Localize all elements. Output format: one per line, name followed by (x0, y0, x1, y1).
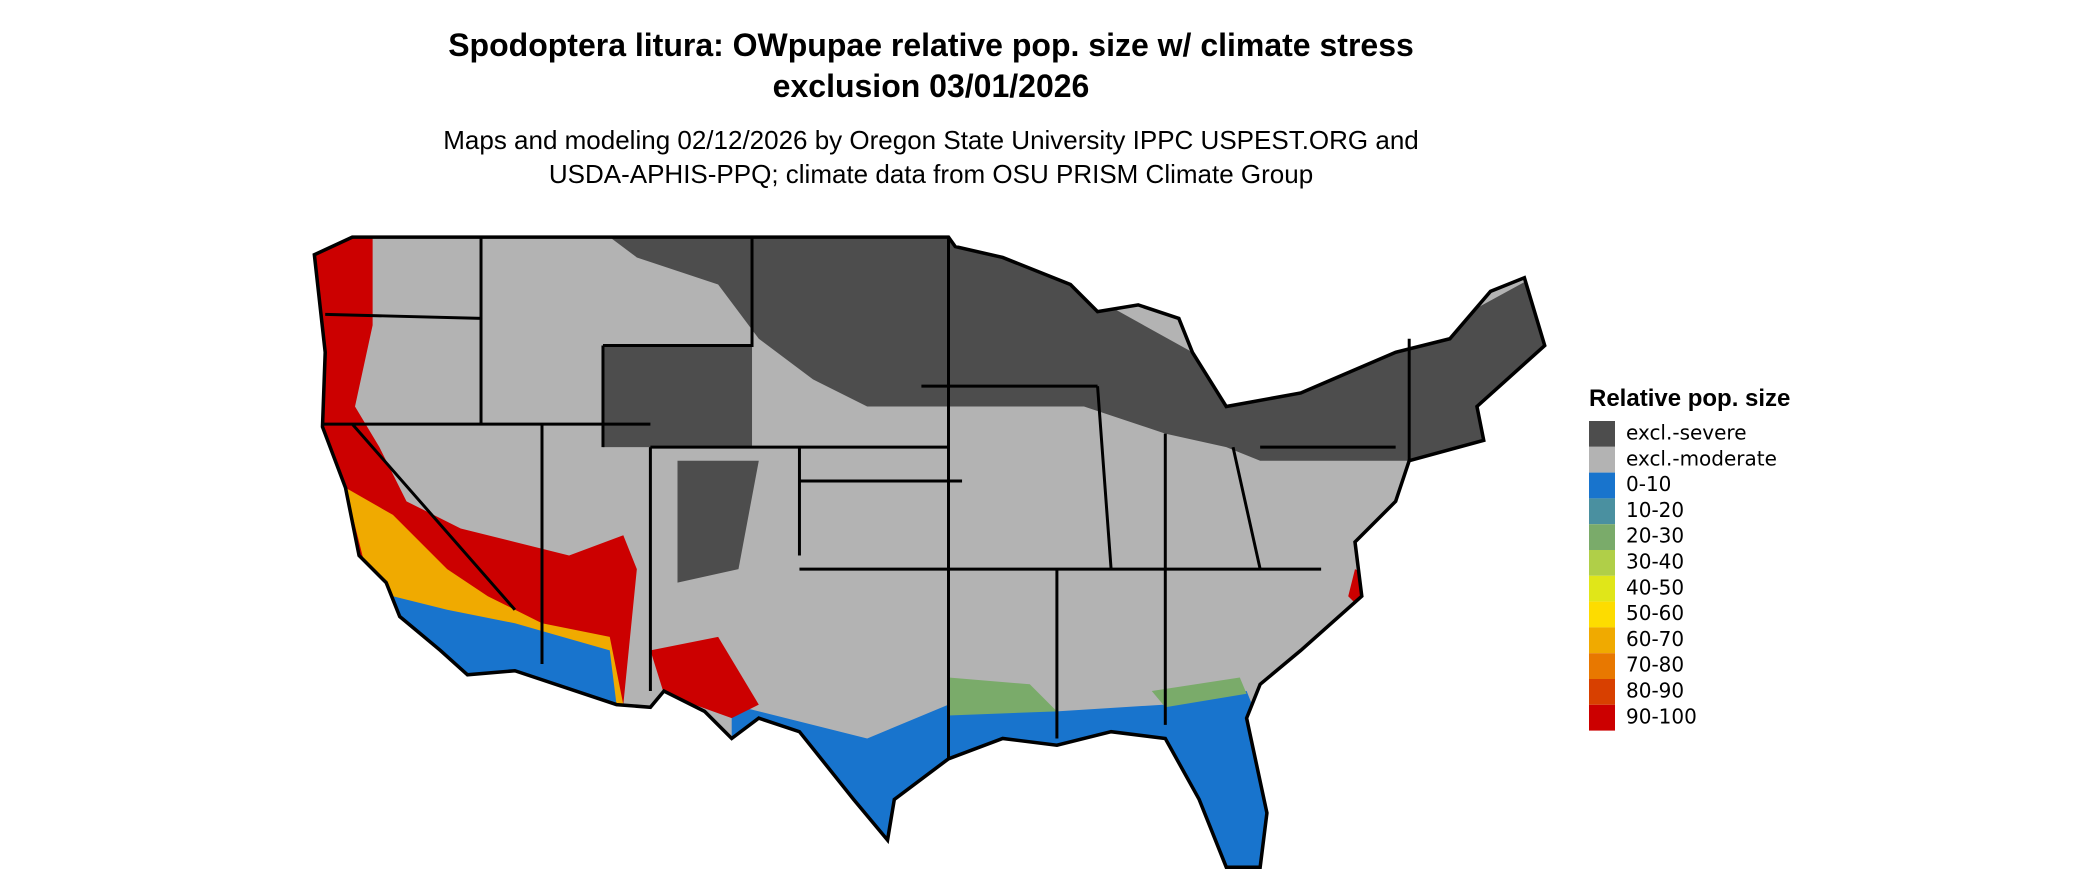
legend-label: 60-70 (1626, 627, 1684, 651)
title-line: Spodoptera litura: OWpupae relative pop.… (448, 27, 1414, 63)
legend-label: 90-100 (1626, 704, 1697, 728)
legend-swatch (1589, 550, 1615, 576)
legend-swatch (1589, 627, 1615, 654)
legend-swatch (1589, 653, 1615, 679)
legend-label: 0-10 (1626, 472, 1671, 496)
legend-label: 40-50 (1626, 575, 1684, 599)
low-mid-region (948, 677, 1247, 716)
subtitle-line: USDA-APHIS-PPQ; climate data from OSU PR… (549, 159, 1313, 189)
legend-swatch (1589, 524, 1615, 550)
legend-swatch (1589, 472, 1615, 499)
low-region (392, 596, 617, 705)
legend-label: 20-30 (1626, 524, 1684, 548)
legend-title: Relative pop. size (1589, 385, 1790, 412)
legend-swatch (1589, 446, 1615, 473)
severe-region (602, 345, 759, 583)
us-map (312, 235, 1547, 869)
legend-label: excl.-moderate (1626, 446, 1777, 470)
legend-swatch (1589, 421, 1615, 447)
legend-label: excl.-severe (1626, 421, 1747, 445)
state-borders (312, 235, 1547, 869)
legend-swatch (1589, 498, 1615, 525)
subtitle-line: Maps and modeling 02/12/2026 by Oregon S… (443, 125, 1419, 155)
title-line: exclusion 03/01/2026 (773, 68, 1090, 104)
legend-label: 30-40 (1626, 550, 1684, 574)
legend-swatch (1589, 679, 1615, 705)
legend-label: 50-60 (1626, 601, 1684, 625)
legend: excl.-severeexcl.-moderate0-1010-2020-30… (1589, 421, 1777, 731)
legend-label: 10-20 (1626, 498, 1684, 522)
severe-region (609, 237, 1545, 461)
high-region (314, 237, 637, 705)
legend-swatch (1589, 601, 1615, 628)
legend-swatch (1589, 575, 1615, 602)
legend-label: 80-90 (1626, 679, 1684, 703)
legend-swatch (1589, 704, 1615, 731)
legend-label: 70-80 (1626, 653, 1684, 677)
